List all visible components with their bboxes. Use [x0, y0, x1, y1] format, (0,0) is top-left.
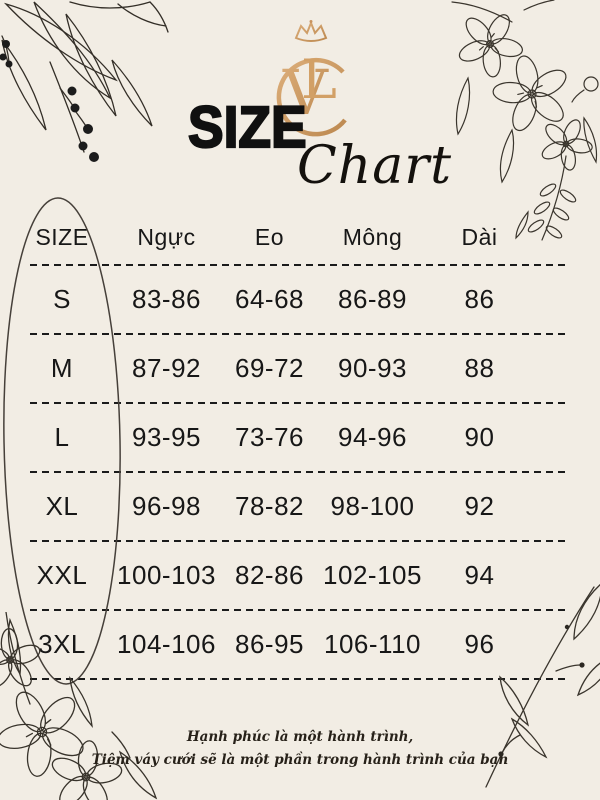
brand-monogram-logo: V L [276, 20, 347, 137]
table-cell: 94 [464, 560, 495, 590]
table-row: 3XL 104-106 86-95 106-110 96 [30, 610, 570, 680]
table-cell: 64-68 [235, 284, 304, 314]
table-cell: 106-110 [324, 629, 421, 659]
table-cell: 93-95 [132, 422, 201, 452]
floral-top-right-decoration [428, 0, 600, 242]
footer-line-1: Hạnh phúc là một hành trình, [186, 729, 414, 745]
table-cell: 104-106 [117, 629, 216, 659]
size-label: 3XL [38, 629, 86, 659]
table-cell: 92 [464, 491, 495, 521]
flower [452, 4, 529, 84]
table-cell: 86-95 [235, 629, 304, 659]
column-header-bust: Ngực [137, 224, 196, 250]
table-cell: 90 [464, 422, 495, 452]
table-row: S 83-86 64-68 86-89 86 [30, 265, 570, 335]
table-cell: 87-92 [132, 353, 201, 383]
footer-tagline: Hạnh phúc là một hành trình, Tiệm váy cư… [0, 729, 600, 768]
table-cell: 90-93 [338, 353, 407, 383]
table-row: XL 96-98 78-82 98-100 92 [30, 472, 570, 542]
monogram-letter-l: L [301, 48, 337, 111]
table-cell: 86-89 [338, 284, 407, 314]
table-cell: 94-96 [338, 422, 407, 452]
column-header-size: SIZE [35, 224, 89, 250]
table-cell: 73-76 [235, 422, 304, 452]
floral-top-left-decoration [0, 0, 175, 162]
table-cell: 78-82 [235, 491, 304, 521]
table-cell: 96-98 [132, 491, 201, 521]
crown-icon [294, 20, 328, 42]
column-header-length: Dài [461, 224, 498, 250]
table-row: XXL 100-103 82-86 102-105 94 [30, 541, 570, 611]
table-cell: 98-100 [330, 491, 415, 521]
column-header-waist: Eo [254, 224, 285, 250]
flower [478, 39, 588, 150]
size-table: SIZE Ngực Eo Mông Dài S 83-86 64-68 86-8… [30, 210, 570, 680]
size-label: L [54, 422, 70, 452]
column-header-hip: Mông [342, 224, 403, 250]
table-cell: 82-86 [235, 560, 304, 590]
monogram-letters: V L [276, 48, 347, 137]
table-cell: 69-72 [235, 353, 304, 383]
table-cell: 86 [464, 284, 495, 314]
page-title: SIZE [187, 95, 308, 160]
table-cell: 88 [464, 353, 495, 383]
table-header-row: SIZE Ngực Eo Mông Dài [30, 210, 570, 266]
size-label: M [50, 353, 74, 383]
monogram-letter-v: V [282, 56, 329, 129]
flower [535, 114, 598, 174]
size-label: S [53, 284, 71, 314]
table-cell: 102-105 [323, 560, 422, 590]
size-label: XXL [36, 560, 88, 590]
page-title-script: Chart [297, 136, 453, 196]
size-label: XL [45, 491, 79, 521]
footer-line-2: Tiệm váy cưới sẽ là một phần trong hành … [91, 752, 509, 768]
table-cell: 100-103 [117, 560, 216, 590]
table-row: L 93-95 73-76 94-96 90 [30, 403, 570, 473]
table-cell: 96 [464, 629, 495, 659]
table-row: M 87-92 69-72 90-93 88 [30, 334, 570, 404]
table-cell: 83-86 [132, 284, 201, 314]
